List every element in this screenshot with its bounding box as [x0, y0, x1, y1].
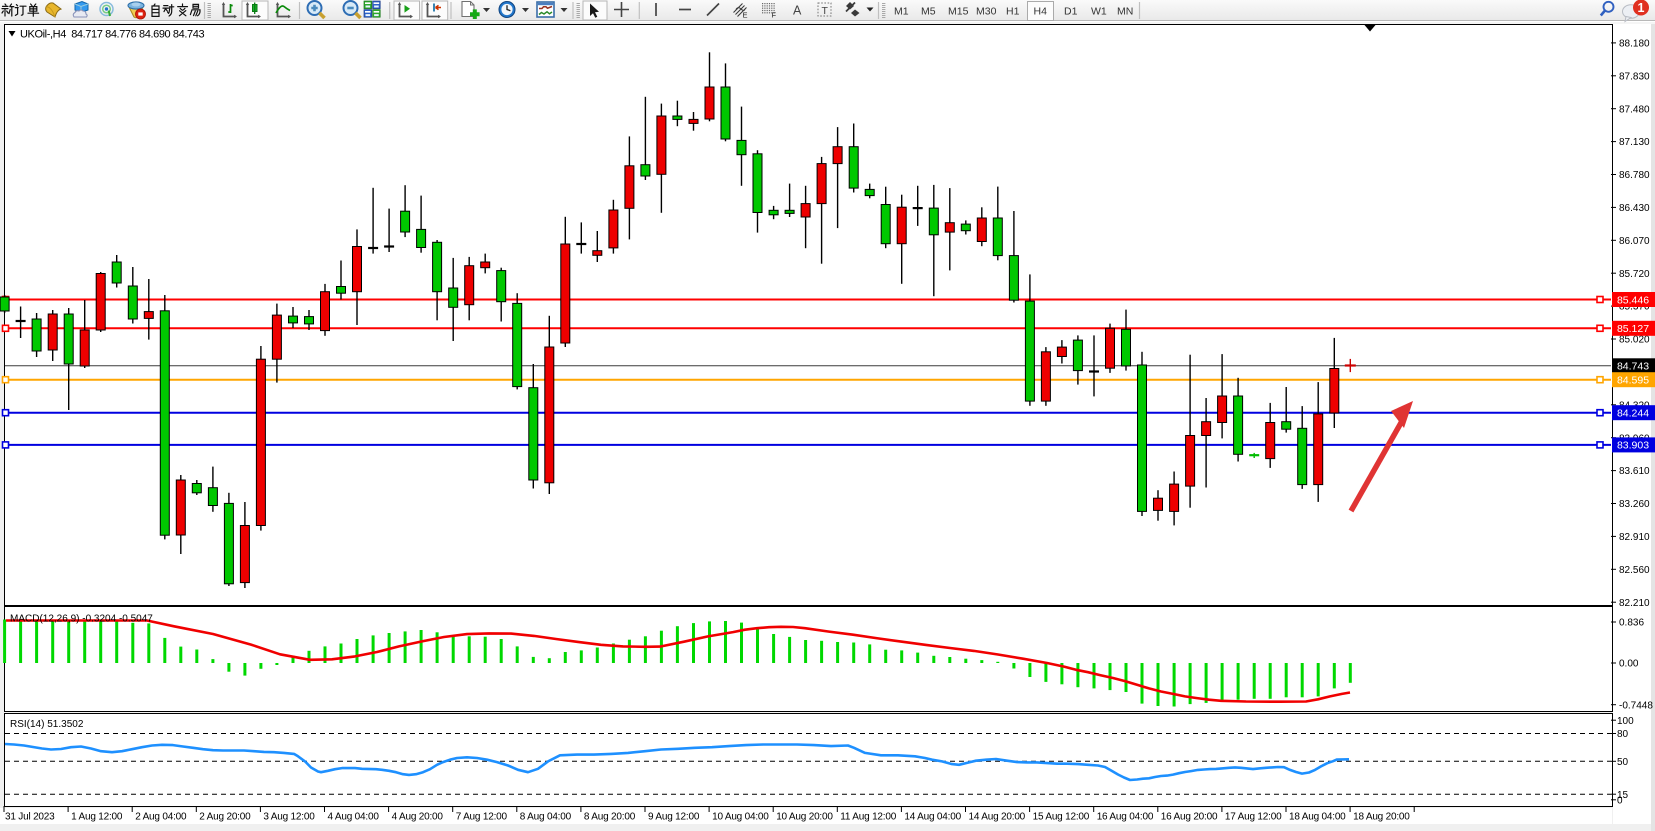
svg-text:50: 50 — [1617, 757, 1629, 768]
svg-text:88.180: 88.180 — [1619, 39, 1650, 50]
svg-text:UKOil-,H4 84.717 84.776 84.69: UKOil-,H4 84.717 84.776 84.690 84.743 — [20, 29, 204, 41]
svg-text:87.480: 87.480 — [1619, 104, 1650, 115]
svg-text:MACD(12,26,9) -0.3204 -0.5047: MACD(12,26,9) -0.3204 -0.5047 — [10, 614, 153, 625]
svg-text:W1: W1 — [1091, 6, 1107, 18]
svg-text:86.430: 86.430 — [1619, 203, 1650, 214]
svg-text:14 Aug 20:00: 14 Aug 20:00 — [969, 812, 1026, 823]
svg-text:86.780: 86.780 — [1619, 170, 1650, 181]
svg-text:83.260: 83.260 — [1619, 499, 1650, 510]
svg-text:D1: D1 — [1064, 6, 1078, 18]
svg-text:M15: M15 — [948, 6, 969, 18]
svg-text:15: 15 — [1617, 790, 1629, 801]
svg-text:3 Aug 12:00: 3 Aug 12:00 — [263, 812, 315, 823]
svg-text:1: 1 — [1638, 1, 1645, 15]
svg-text:0.836: 0.836 — [1619, 618, 1644, 629]
svg-text:84.595: 84.595 — [1617, 375, 1649, 387]
svg-text:14 Aug 04:00: 14 Aug 04:00 — [904, 812, 961, 823]
svg-text:H1: H1 — [1006, 6, 1020, 18]
svg-text:2 Aug 04:00: 2 Aug 04:00 — [135, 812, 187, 823]
svg-text:86.070: 86.070 — [1619, 236, 1650, 247]
svg-text:80: 80 — [1617, 729, 1629, 740]
svg-text:84.244: 84.244 — [1617, 408, 1649, 420]
svg-text:84.743: 84.743 — [1617, 361, 1649, 373]
svg-text:4 Aug 04:00: 4 Aug 04:00 — [328, 812, 380, 823]
svg-text:85.370: 85.370 — [1619, 302, 1650, 313]
svg-text:8 Aug 20:00: 8 Aug 20:00 — [584, 812, 636, 823]
svg-text:MN: MN — [1117, 6, 1133, 18]
svg-text:2 Aug 20:00: 2 Aug 20:00 — [199, 812, 251, 823]
svg-text:1 Aug 12:00: 1 Aug 12:00 — [71, 812, 123, 823]
svg-text:15 Aug 12:00: 15 Aug 12:00 — [1033, 812, 1090, 823]
svg-text:0: 0 — [1617, 795, 1623, 806]
svg-text:11 Aug 12:00: 11 Aug 12:00 — [840, 812, 896, 823]
svg-text:85.020: 85.020 — [1619, 335, 1650, 346]
svg-text:82.210: 82.210 — [1619, 598, 1650, 609]
svg-text:10 Aug 20:00: 10 Aug 20:00 — [776, 812, 833, 823]
svg-text:M1: M1 — [894, 6, 909, 18]
svg-text:10 Aug 04:00: 10 Aug 04:00 — [712, 812, 769, 823]
svg-text:H4: H4 — [1034, 6, 1048, 18]
svg-text:82.560: 82.560 — [1619, 565, 1650, 576]
svg-text:0.00: 0.00 — [1619, 659, 1639, 670]
svg-text:17 Aug 12:00: 17 Aug 12:00 — [1225, 812, 1282, 823]
svg-text:-0.7448: -0.7448 — [1619, 700, 1653, 711]
svg-text:RSI(14) 51.3502: RSI(14) 51.3502 — [10, 719, 84, 730]
svg-text:16 Aug 20:00: 16 Aug 20:00 — [1161, 812, 1218, 823]
svg-text:E: E — [743, 11, 748, 20]
svg-text:82.910: 82.910 — [1619, 532, 1650, 543]
svg-text:T: T — [822, 5, 829, 17]
svg-text:8 Aug 04:00: 8 Aug 04:00 — [520, 812, 572, 823]
svg-text:F: F — [772, 11, 777, 20]
svg-text:A: A — [793, 4, 802, 18]
svg-text:9 Aug 12:00: 9 Aug 12:00 — [648, 812, 700, 823]
svg-text:83.610: 83.610 — [1619, 466, 1650, 477]
svg-text:83.903: 83.903 — [1617, 440, 1649, 452]
svg-text:7 Aug 12:00: 7 Aug 12:00 — [456, 812, 508, 823]
svg-text:4 Aug 20:00: 4 Aug 20:00 — [392, 812, 444, 823]
svg-text:18 Aug 04:00: 18 Aug 04:00 — [1289, 812, 1346, 823]
svg-text:87.830: 87.830 — [1619, 71, 1650, 82]
svg-text:18 Aug 20:00: 18 Aug 20:00 — [1353, 812, 1410, 823]
svg-text:31 Jul 2023: 31 Jul 2023 — [5, 812, 55, 823]
svg-text:M30: M30 — [976, 6, 997, 18]
svg-text:87.130: 87.130 — [1619, 137, 1650, 148]
svg-text:85.446: 85.446 — [1617, 294, 1649, 306]
svg-text:100: 100 — [1617, 716, 1634, 727]
svg-text:85.720: 85.720 — [1619, 269, 1650, 280]
svg-text:M5: M5 — [921, 6, 936, 18]
svg-text:85.127: 85.127 — [1617, 323, 1649, 335]
svg-text:16 Aug 04:00: 16 Aug 04:00 — [1097, 812, 1154, 823]
